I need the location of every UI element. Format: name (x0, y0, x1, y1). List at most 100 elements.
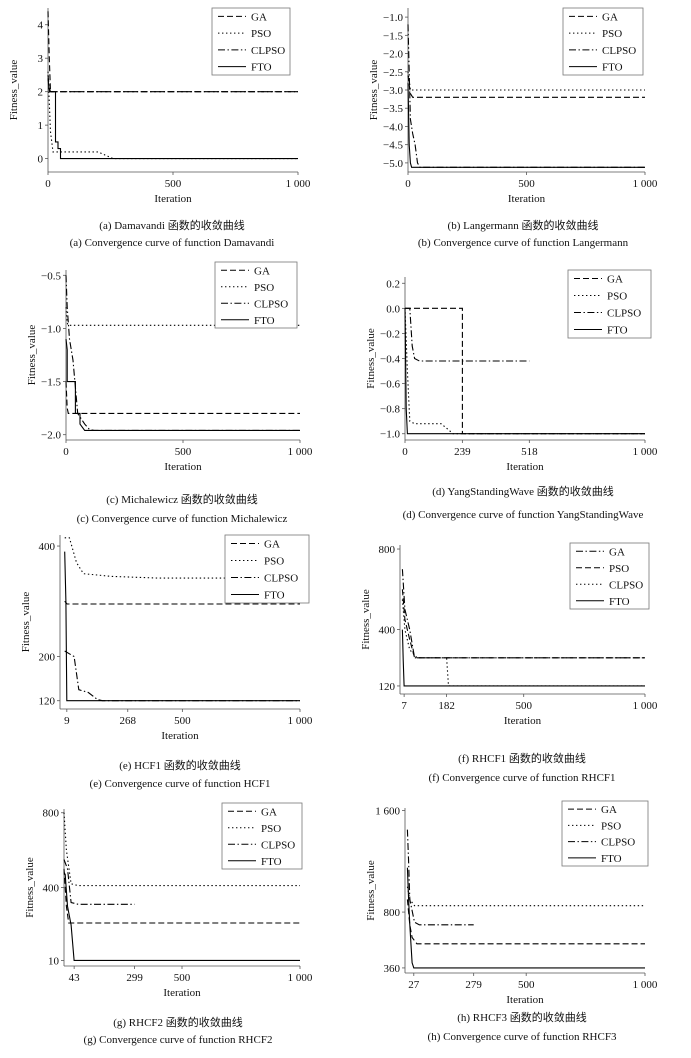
x-tick-label: 1 000 (288, 715, 313, 727)
legend-label: GA (609, 546, 625, 558)
legend-label: GA (261, 806, 277, 818)
x-tick-label: 500 (175, 446, 192, 458)
y-tick-label: −0.5 (41, 270, 61, 282)
series-line-fto (65, 339, 300, 431)
series-line-fto (407, 82, 645, 168)
x-tick-label: 500 (174, 715, 191, 727)
legend-box (561, 800, 649, 867)
series-line-fto (401, 629, 645, 687)
legend-label: PSO (251, 28, 271, 40)
legend-label: CLPSO (602, 45, 636, 57)
x-tick-label: 1 000 (288, 446, 313, 458)
y-tick-label: −0.2 (380, 328, 400, 340)
x-tick-label: 182 (438, 700, 455, 712)
series-line-ga (47, 11, 298, 93)
series-line-clpso (47, 74, 298, 93)
x-tick-label: 1 000 (633, 700, 658, 712)
x-tick-label: 299 (126, 972, 143, 984)
x-tick-label: 0 (45, 178, 51, 190)
legend-label: CLPSO (607, 308, 641, 320)
y-tick-label: −4.5 (383, 140, 403, 152)
y-tick-label: 800 (43, 808, 60, 820)
y-tick-label: 200 (39, 652, 56, 664)
series-line-clpso (406, 829, 474, 926)
x-tick-label: 500 (174, 972, 191, 984)
y-axis-title: Fitness_value (360, 589, 372, 650)
y-tick-label: 800 (384, 907, 401, 919)
x-tick-label: 27 (408, 979, 420, 991)
x-tick-label: 500 (518, 178, 535, 190)
legend-label: GA (602, 11, 618, 23)
series-line-fto (404, 308, 645, 435)
caption-zh: (b) Langermann 函数的收敛曲线 (448, 218, 599, 232)
y-axis-title: Fitness_value (8, 60, 20, 121)
y-tick-label: 1 (38, 120, 44, 132)
y-tick-label: −0.8 (380, 404, 400, 416)
x-tick-label: 279 (465, 979, 482, 991)
caption-en: (d) Convergence curve of function YangSt… (403, 509, 644, 521)
legend-box (211, 7, 291, 76)
legend-label: FTO (254, 315, 275, 327)
y-tick-label: −0.6 (380, 379, 400, 391)
legend-label: PSO (607, 291, 627, 303)
legend-label: GA (264, 539, 280, 551)
legend-label: PSO (254, 282, 274, 294)
legend-label: FTO (609, 596, 630, 608)
legend-label: GA (601, 804, 617, 816)
legend-box (569, 542, 650, 610)
caption-zh: (d) YangStandingWave 函数的收敛曲线 (432, 484, 614, 498)
y-tick-label: 400 (39, 541, 56, 553)
y-tick-label: 0.2 (386, 278, 400, 290)
series-line-clpso (407, 24, 645, 168)
chart-panel-h: 360 800 1 600 27 279 500 1 000 Iteration Fitness… (365, 800, 658, 1043)
legend-box (567, 269, 652, 339)
legend-label: PSO (601, 820, 621, 832)
y-tick-label: 3 (38, 53, 44, 65)
y-tick-label: −1.5 (383, 30, 403, 42)
legend-label: GA (607, 274, 623, 286)
chart-panel-b: −1.0 −1.5 −2.0 −2.5 −3.0 −3.5 −4.0 −4.5 −5.00 500… (368, 7, 658, 249)
x-tick-label: 0 (63, 446, 69, 458)
caption-en: (b) Convergence curve of function Langer… (418, 237, 629, 249)
y-tick-label: 120 (39, 696, 56, 708)
x-tick-label: 500 (165, 178, 182, 190)
x-tick-label: 9 (64, 715, 70, 727)
x-tick-label: 1 000 (288, 972, 313, 984)
x-axis-title: Iteration (506, 461, 544, 473)
x-axis-title: Iteration (163, 987, 201, 999)
y-tick-label: −2.0 (41, 430, 61, 442)
y-axis-title: Fitness_value (24, 857, 36, 918)
series-line-pso (47, 71, 298, 160)
caption-zh: (a) Damavandi 函数的收敛曲线 (99, 218, 244, 232)
legend-label: CLPSO (264, 573, 298, 585)
series-line-pso (63, 812, 300, 887)
y-tick-label: −0.4 (380, 354, 400, 366)
y-axis-title: Fitness_value (365, 328, 377, 389)
y-tick-label: −1.0 (380, 429, 400, 441)
y-tick-label: −3.5 (383, 103, 403, 115)
series-line-clpso (401, 599, 645, 687)
series-line-clpso (64, 650, 300, 702)
y-tick-label: −2.5 (383, 67, 403, 79)
x-tick-label: 1 000 (633, 178, 658, 190)
legend-box (562, 7, 644, 76)
y-tick-label: −2.0 (383, 49, 403, 61)
y-tick-label: −4.0 (383, 121, 403, 133)
x-tick-label: 1 000 (286, 178, 311, 190)
caption-en: (e) Convergence curve of function HCF1 (90, 778, 271, 790)
chart-panel-d: 0.2 0.0 −0.2 −0.4 −0.6 −0.8 −1.00 239 518 1 000 It… (365, 269, 658, 521)
y-tick-label: 360 (384, 963, 401, 975)
chart-panel-f: 120 400 800 7 182 500 1 000 Iteration Fitness_va… (360, 542, 658, 784)
series-line-pso (406, 886, 645, 907)
x-tick-label: 1 000 (633, 979, 658, 991)
caption-zh: (g) RHCF2 函数的收敛曲线 (113, 1015, 243, 1029)
x-tick-label: 500 (518, 979, 535, 991)
legend-label: PSO (264, 556, 284, 568)
chart-panel-g: 10 400 800 43 299 500 1 000 Iteration Fitness_va… (24, 802, 313, 1046)
y-axis-title: Fitness_value (365, 860, 377, 921)
x-tick-label: 43 (69, 972, 81, 984)
legend-label: CLPSO (601, 837, 635, 849)
y-tick-label: 400 (379, 625, 396, 637)
series-line-fto (63, 872, 300, 961)
caption-zh: (h) RHCF3 函数的收敛曲线 (457, 1010, 587, 1024)
